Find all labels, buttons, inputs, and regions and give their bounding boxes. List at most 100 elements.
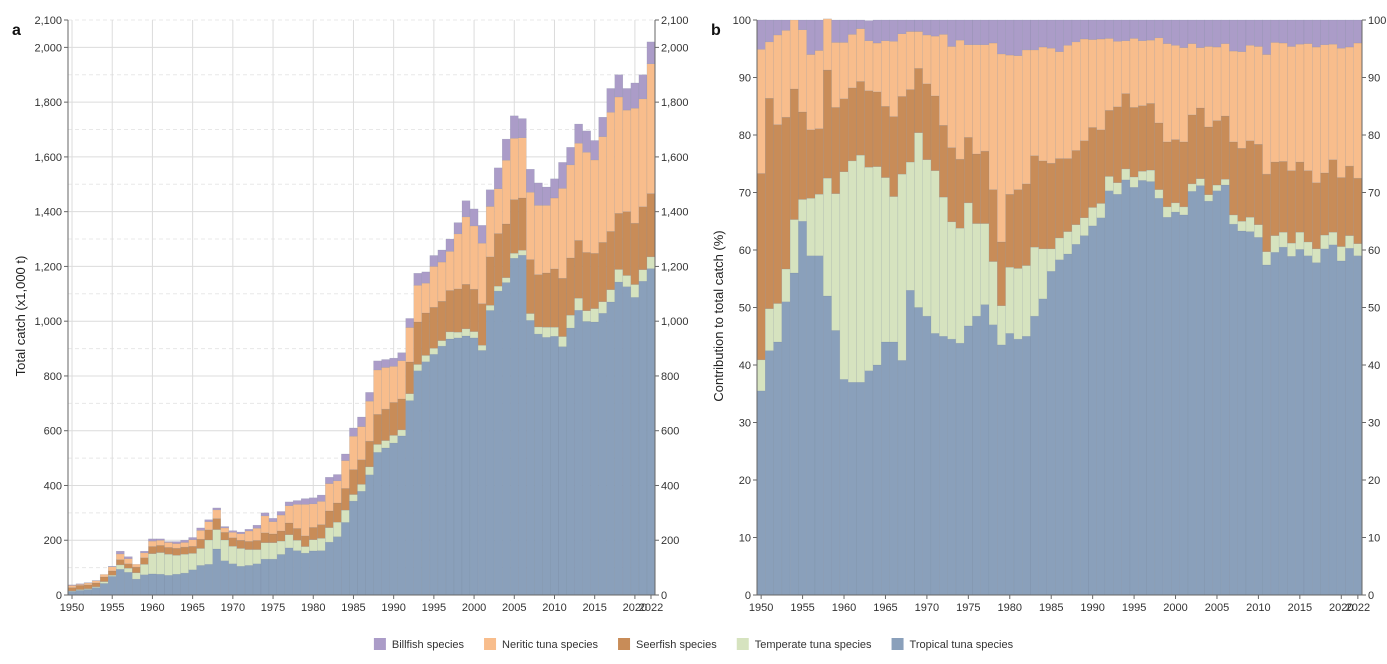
bar-segment (1147, 170, 1155, 182)
bar-segment (438, 341, 446, 346)
bar-segment (782, 269, 790, 302)
bar-segment (790, 273, 798, 595)
x-tick-label: 1970 (915, 602, 939, 614)
x-tick-label: 1985 (341, 602, 365, 614)
bar-segment (1130, 177, 1138, 187)
x-tick-label: 2000 (1163, 602, 1187, 614)
bar-segment (1312, 249, 1320, 263)
bar-segment (374, 414, 382, 444)
bar-segment (1055, 20, 1063, 52)
bar-segment (1279, 43, 1287, 161)
bar-segment (964, 20, 972, 45)
bar-segment (454, 234, 462, 289)
bar-segment (317, 495, 325, 501)
panel-b-bars (757, 19, 1362, 595)
bar-segment (1047, 48, 1055, 163)
bar-segment (757, 174, 765, 360)
bar-segment (285, 535, 293, 548)
bar-segment (534, 183, 542, 205)
bar-segment (261, 513, 269, 516)
bar-segment (1321, 249, 1329, 595)
bar-segment (607, 231, 615, 289)
bar-segment (462, 284, 470, 329)
bar-segment (84, 585, 92, 589)
bar-segment (333, 522, 341, 537)
bar-segment (534, 205, 542, 274)
bar-segment (221, 561, 229, 595)
bar-segment (148, 554, 156, 574)
bar-segment (140, 575, 148, 595)
x-tick-label: 1980 (998, 602, 1022, 614)
bar-segment (438, 346, 446, 595)
bar-segment (494, 286, 502, 291)
bar-segment (422, 313, 430, 355)
bar-segment (164, 542, 172, 543)
bar-segment (1188, 20, 1196, 44)
bar-segment (906, 32, 914, 90)
bar-segment (575, 143, 583, 240)
bar-segment (1122, 41, 1130, 94)
bar-segment (631, 285, 639, 298)
bar-segment (956, 228, 964, 343)
bar-segment (189, 538, 197, 540)
bar-segment (108, 567, 116, 571)
bar-segment (1080, 141, 1088, 218)
bar-segment (782, 302, 790, 595)
bar-segment (446, 251, 454, 290)
bar-segment (349, 495, 357, 502)
bar-segment (1229, 51, 1237, 142)
bar-segment (293, 528, 301, 540)
bar-segment (881, 342, 889, 595)
bar-segment (374, 444, 382, 452)
bar-segment (462, 201, 470, 217)
bar-segment (333, 481, 341, 503)
bar-segment (301, 547, 309, 554)
bar-segment (948, 20, 956, 46)
bar-segment (124, 557, 132, 559)
bar-segment (422, 283, 430, 313)
bar-segment (100, 582, 108, 584)
bar-segment (357, 484, 365, 491)
bar-segment (914, 32, 922, 69)
bar-segment (510, 253, 518, 258)
bar-segment (881, 106, 889, 177)
bar-segment (1089, 207, 1097, 225)
bar-segment (914, 20, 922, 32)
legend-swatch (618, 638, 630, 650)
bar-segment (1221, 179, 1229, 185)
bar-segment (623, 275, 631, 286)
bar-segment (325, 484, 333, 511)
bar-segment (173, 544, 181, 549)
bar-segment (765, 20, 773, 42)
bar-segment (156, 553, 164, 575)
bar-segment (100, 577, 108, 582)
bar-segment (981, 305, 989, 595)
bar-segment (931, 96, 939, 171)
bar-segment (1271, 162, 1279, 236)
bar-segment (815, 50, 823, 128)
bar-segment (765, 309, 773, 351)
bar-segment (1022, 336, 1030, 595)
bar-segment (1337, 261, 1345, 595)
bar-segment (575, 298, 583, 310)
bar-segment (948, 148, 956, 222)
bar-segment (76, 590, 84, 595)
bar-segment (156, 574, 164, 595)
bar-segment (164, 554, 172, 575)
bar-segment (823, 296, 831, 595)
bar-segment (873, 167, 881, 365)
bar-segment (972, 316, 980, 595)
bar-segment (173, 548, 181, 555)
bar-segment (873, 92, 881, 167)
bar-segment (1130, 187, 1138, 595)
bar-segment (518, 198, 526, 250)
y-tick-label-left: 1,800 (34, 97, 62, 109)
bar-segment (1238, 221, 1246, 231)
bar-segment (583, 131, 591, 152)
bar-segment (981, 45, 989, 151)
bar-segment (550, 327, 558, 336)
bar-segment (293, 501, 301, 505)
bar-segment (1047, 163, 1055, 249)
bar-segment (1030, 156, 1038, 247)
